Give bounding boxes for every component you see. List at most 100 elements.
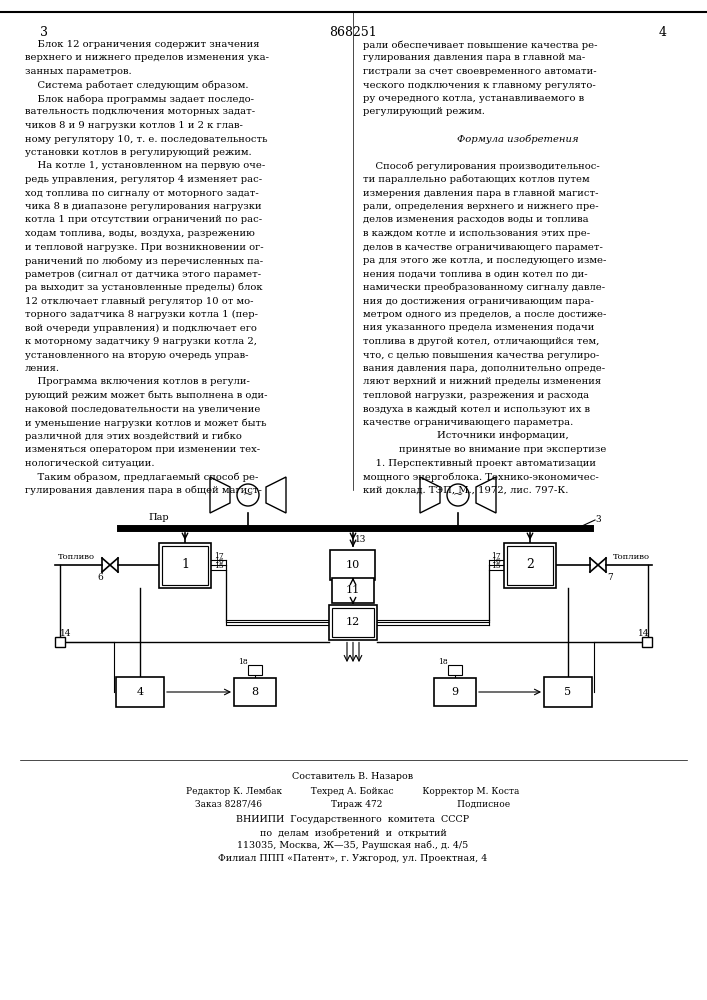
Text: 11: 11 — [346, 585, 360, 595]
Text: занных параметров.: занных параметров. — [25, 67, 132, 76]
Text: торного задатчика 8 нагрузки котла 1 (пер-: торного задатчика 8 нагрузки котла 1 (пе… — [25, 310, 258, 319]
Text: регулирующий режим.: регулирующий режим. — [363, 107, 485, 116]
Text: вания давления пара, дополнительно опреде-: вания давления пара, дополнительно опред… — [363, 364, 605, 373]
Text: 13: 13 — [356, 536, 367, 544]
Text: вой очереди управления) и подключает его: вой очереди управления) и подключает его — [25, 324, 257, 333]
Text: качестве ограничивающего параметра.: качестве ограничивающего параметра. — [363, 418, 573, 427]
Text: рующий режим может быть выполнена в оди-: рующий режим может быть выполнена в оди- — [25, 391, 267, 400]
Text: делов изменения расходов воды и топлива: делов изменения расходов воды и топлива — [363, 216, 589, 225]
Text: ческого подключения к главному регулято-: ческого подключения к главному регулято- — [363, 81, 596, 90]
Text: нологической ситуации.: нологической ситуации. — [25, 458, 155, 468]
Text: кий доклад. ТЭП, М., 1972, лис. 797-К.: кий доклад. ТЭП, М., 1972, лис. 797-К. — [363, 486, 568, 494]
Text: Филиал ППП «Патент», г. Ужгород, ул. Проектная, 4: Филиал ППП «Патент», г. Ужгород, ул. Про… — [218, 854, 488, 863]
Text: вательность подключения моторных задат-: вательность подключения моторных задат- — [25, 107, 255, 116]
Text: гистрали за счет своевременного автомати-: гистрали за счет своевременного автомати… — [363, 67, 597, 76]
Text: воздуха в каждый котел и используют их в: воздуха в каждый котел и используют их в — [363, 404, 590, 414]
Text: к моторному задатчику 9 нагрузки котла 2,: к моторному задатчику 9 нагрузки котла 2… — [25, 337, 257, 346]
Text: 18: 18 — [238, 658, 248, 666]
FancyBboxPatch shape — [116, 677, 164, 707]
FancyBboxPatch shape — [234, 678, 276, 706]
FancyBboxPatch shape — [642, 637, 652, 647]
Text: Источники информации,: Источники информации, — [437, 432, 569, 440]
Text: ния до достижения ограничивающим пара-: ния до достижения ограничивающим пара- — [363, 296, 594, 306]
Text: ному регулятору 10, т. е. последовательность: ному регулятору 10, т. е. последовательн… — [25, 134, 267, 143]
Text: Пар: Пар — [148, 514, 169, 522]
Text: и уменьшение нагрузки котлов и может быть: и уменьшение нагрузки котлов и может быт… — [25, 418, 267, 428]
Text: Топливо: Топливо — [58, 553, 95, 561]
Text: ти параллельно работающих котлов путем: ти параллельно работающих котлов путем — [363, 175, 590, 184]
Text: 10: 10 — [346, 560, 360, 570]
Text: верхнего и нижнего пределов изменения ука-: верхнего и нижнего пределов изменения ук… — [25, 53, 269, 62]
Text: ход топлива по сигналу от моторного задат-: ход топлива по сигналу от моторного зада… — [25, 188, 259, 198]
Text: 3: 3 — [595, 516, 601, 524]
Text: ВНИИПИ  Государственного  комитета  СССР: ВНИИПИ Государственного комитета СССР — [236, 815, 469, 824]
Text: 113035, Москва, Ж—35, Раушская наб., д. 4/5: 113035, Москва, Ж—35, Раушская наб., д. … — [238, 841, 469, 850]
Text: котла 1 при отсутствии ограничений по рас-: котла 1 при отсутствии ограничений по ра… — [25, 216, 262, 225]
Text: раничений по любому из перечисленных па-: раничений по любому из перечисленных па- — [25, 256, 263, 265]
FancyBboxPatch shape — [507, 546, 553, 584]
FancyBboxPatch shape — [55, 637, 65, 647]
FancyBboxPatch shape — [330, 550, 375, 580]
Text: ~: ~ — [452, 488, 463, 502]
Text: Блок набора программы задает последо-: Блок набора программы задает последо- — [25, 94, 254, 104]
Text: 16: 16 — [491, 557, 501, 565]
Text: установленного на вторую очередь управ-: установленного на вторую очередь управ- — [25, 351, 248, 360]
Text: 868251: 868251 — [329, 26, 378, 39]
FancyBboxPatch shape — [332, 607, 374, 637]
Text: и тепловой нагрузке. При возникновении ог-: и тепловой нагрузке. При возникновении о… — [25, 242, 264, 251]
FancyBboxPatch shape — [159, 542, 211, 587]
Text: 15: 15 — [491, 562, 501, 570]
FancyBboxPatch shape — [448, 665, 462, 675]
Text: 12 отключает главный регулятор 10 от мо-: 12 отключает главный регулятор 10 от мо- — [25, 296, 254, 306]
Text: Составитель В. Назаров: Составитель В. Назаров — [293, 772, 414, 781]
Text: делов в качестве ограничивающего парамет-: делов в качестве ограничивающего парамет… — [363, 242, 603, 251]
FancyBboxPatch shape — [329, 604, 377, 640]
Text: 3: 3 — [40, 26, 48, 39]
FancyBboxPatch shape — [248, 665, 262, 675]
Text: 16: 16 — [214, 557, 224, 565]
Text: ляют верхний и нижний пределы изменения: ляют верхний и нижний пределы изменения — [363, 377, 601, 386]
Text: Программа включения котлов в регули-: Программа включения котлов в регули- — [25, 377, 250, 386]
Text: 12: 12 — [346, 617, 360, 627]
Text: 14: 14 — [60, 630, 71, 639]
Text: измерения давления пара в главной магист-: измерения давления пара в главной магист… — [363, 188, 599, 198]
Text: ния указанного предела изменения подачи: ния указанного предела изменения подачи — [363, 324, 595, 332]
Text: раметров (сигнал от датчика этого парамет-: раметров (сигнал от датчика этого параме… — [25, 269, 261, 279]
Text: 5: 5 — [564, 687, 571, 697]
Text: ру очередного котла, устанавливаемого в: ру очередного котла, устанавливаемого в — [363, 94, 584, 103]
Text: топлива в другой котел, отличающийся тем,: топлива в другой котел, отличающийся тем… — [363, 337, 600, 346]
Text: различной для этих воздействий и гибко: различной для этих воздействий и гибко — [25, 432, 242, 441]
Text: Топливо: Топливо — [613, 553, 650, 561]
Text: 8: 8 — [252, 687, 259, 697]
Text: 14: 14 — [638, 630, 650, 639]
Text: ра для этого же котла, и последующего изме-: ра для этого же котла, и последующего из… — [363, 256, 607, 265]
Text: 4: 4 — [136, 687, 144, 697]
Text: Блок 12 ограничения содержит значения: Блок 12 ограничения содержит значения — [25, 40, 259, 49]
Text: рали, определения верхнего и нижнего пре-: рали, определения верхнего и нижнего пре… — [363, 202, 599, 211]
Text: по  делам  изобретений  и  открытий: по делам изобретений и открытий — [259, 828, 446, 838]
Text: нения подачи топлива в один котел по ди-: нения подачи топлива в один котел по ди- — [363, 269, 588, 278]
Text: Формула изобретения: Формула изобретения — [457, 134, 579, 144]
FancyBboxPatch shape — [332, 578, 374, 602]
Text: ~: ~ — [243, 488, 253, 502]
Text: ра выходит за установленные пределы) блок: ра выходит за установленные пределы) бло… — [25, 283, 262, 292]
Text: 17: 17 — [491, 552, 501, 560]
Text: 6: 6 — [97, 572, 103, 582]
Text: гулирования давления пара в главной ма-: гулирования давления пара в главной ма- — [363, 53, 585, 62]
Text: что, с целью повышения качества регулиро-: что, с целью повышения качества регулиро… — [363, 351, 600, 360]
Text: принятые во внимание при экспертизе: принятые во внимание при экспертизе — [399, 445, 607, 454]
Text: ления.: ления. — [25, 364, 60, 373]
Text: чиков 8 и 9 нагрузки котлов 1 и 2 к глав-: чиков 8 и 9 нагрузки котлов 1 и 2 к глав… — [25, 121, 243, 130]
Text: 1. Перспективный проект автоматизации: 1. Перспективный проект автоматизации — [363, 458, 596, 468]
Text: 4: 4 — [659, 26, 667, 39]
Text: рали обеспечивает повышение качества ре-: рали обеспечивает повышение качества ре- — [363, 40, 597, 49]
Text: намически преобразованному сигналу давле-: намически преобразованному сигналу давле… — [363, 283, 605, 292]
FancyBboxPatch shape — [544, 677, 592, 707]
Text: Таким образом, предлагаемый способ ре-: Таким образом, предлагаемый способ ре- — [25, 472, 258, 482]
Text: Заказ 8287/46                        Тираж 472                          Подписно: Заказ 8287/46 Тираж 472 Подписно — [195, 800, 510, 809]
Text: 7: 7 — [607, 572, 613, 582]
Text: установки котлов в регулирующий режим.: установки котлов в регулирующий режим. — [25, 148, 252, 157]
Text: ходам топлива, воды, воздуха, разрежению: ходам топлива, воды, воздуха, разрежению — [25, 229, 255, 238]
Text: редь управления, регулятор 4 изменяет рас-: редь управления, регулятор 4 изменяет ра… — [25, 175, 262, 184]
Text: На котле 1, установленном на первую оче-: На котле 1, установленном на первую оче- — [25, 161, 265, 170]
